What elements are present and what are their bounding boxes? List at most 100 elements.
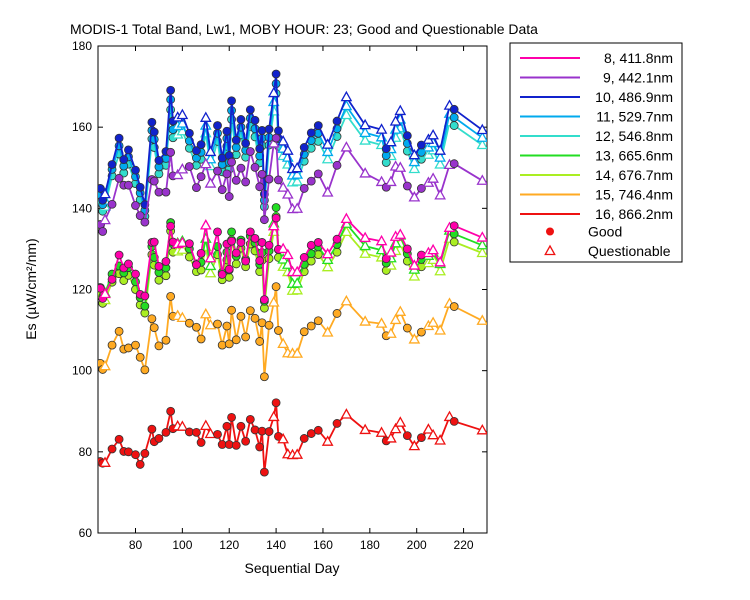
- good-point: [224, 264, 234, 274]
- good-point: [259, 467, 269, 477]
- good-point: [231, 259, 241, 269]
- questionable-point: [359, 134, 372, 145]
- good-point: [332, 309, 342, 318]
- good-point: [114, 326, 124, 336]
- good-point: [213, 121, 222, 130]
- good-point: [161, 427, 171, 437]
- y-tick-label: 60: [79, 526, 93, 540]
- good-point: [217, 340, 227, 350]
- good-point: [135, 211, 145, 221]
- good-point: [147, 424, 157, 434]
- good-point: [140, 217, 150, 227]
- good-point: [147, 314, 157, 324]
- questionable-point: [394, 104, 407, 116]
- good-point: [402, 244, 412, 254]
- good-point: [313, 121, 323, 130]
- good-point: [166, 85, 176, 95]
- questionable-point: [277, 135, 289, 146]
- questionable-point: [476, 231, 487, 242]
- good-point: [250, 233, 260, 243]
- good-point: [255, 442, 265, 452]
- good-point: [299, 253, 309, 262]
- good-point: [245, 414, 255, 424]
- good-point: [107, 199, 117, 209]
- questionable-point: [176, 236, 189, 247]
- questionable-point: [281, 144, 294, 155]
- good-point: [224, 192, 234, 201]
- good-point: [236, 421, 246, 431]
- questionable-point: [359, 315, 372, 326]
- x-tick-label: 80: [129, 538, 143, 552]
- good-point: [313, 169, 323, 179]
- good-point: [166, 291, 176, 301]
- questionable-point: [204, 152, 217, 164]
- good-point: [114, 434, 124, 444]
- questionable-point: [359, 247, 372, 258]
- legend-label: 12, 546.8nm: [595, 128, 673, 144]
- questionable-point: [385, 432, 397, 443]
- good-point: [154, 156, 164, 165]
- questionable-point: [476, 131, 487, 142]
- good-point: [107, 444, 117, 454]
- good-point: [184, 162, 194, 171]
- good-point: [161, 335, 171, 345]
- good-point: [264, 320, 274, 330]
- good-point: [224, 339, 234, 349]
- questionable-point: [281, 188, 294, 199]
- good-point: [250, 425, 260, 435]
- good-point: [135, 460, 145, 469]
- good-point: [107, 160, 117, 169]
- questionable-point: [267, 410, 280, 422]
- questionable-point: [408, 191, 421, 202]
- good-point: [264, 427, 274, 436]
- questionable-point: [267, 86, 280, 98]
- good-point: [299, 434, 309, 443]
- good-point: [161, 187, 171, 197]
- good-point: [227, 236, 236, 246]
- good-point: [149, 127, 159, 137]
- questionable-point: [427, 316, 439, 327]
- good-point: [313, 425, 323, 435]
- questionable-point: [176, 163, 189, 174]
- series-layer: [98, 69, 487, 477]
- questionable-point: [204, 251, 217, 263]
- x-tick-label: 100: [172, 538, 192, 552]
- questionable-point: [99, 187, 111, 199]
- legend-label: 16, 866.2nm: [595, 206, 673, 222]
- good-point: [271, 398, 281, 408]
- questionable-point: [267, 95, 280, 107]
- good-point: [213, 166, 222, 176]
- questionable-point: [291, 347, 304, 358]
- good-point: [236, 115, 246, 124]
- good-point: [306, 176, 316, 186]
- good-point: [114, 250, 124, 260]
- good-point: [227, 412, 236, 422]
- questionable-point: [422, 423, 435, 434]
- questionable-point: [375, 234, 388, 246]
- questionable-point: [291, 168, 304, 179]
- good-point: [154, 434, 164, 443]
- good-point: [259, 372, 269, 382]
- y-tick-label: 120: [72, 283, 92, 297]
- good-point: [274, 326, 283, 335]
- questionable-point: [199, 219, 212, 230]
- good-point: [124, 145, 133, 155]
- questionable-point: [434, 434, 446, 445]
- good-point: [313, 238, 323, 247]
- good-point: [192, 427, 201, 437]
- legend-label: 15, 746.4nm: [595, 187, 673, 203]
- good-point: [402, 323, 412, 333]
- good-point: [416, 433, 426, 443]
- questionable-point: [291, 175, 304, 186]
- good-point: [241, 177, 251, 187]
- good-point: [449, 302, 459, 311]
- legend-label-good: Good: [588, 224, 622, 240]
- good-point: [98, 184, 105, 193]
- legend-label: 8, 411.8nm: [604, 50, 673, 66]
- y-tick-label: 180: [72, 39, 92, 53]
- good-point: [213, 227, 222, 237]
- good-point: [259, 295, 269, 305]
- questionable-point: [427, 428, 439, 440]
- good-point: [241, 256, 251, 266]
- good-point: [271, 69, 281, 79]
